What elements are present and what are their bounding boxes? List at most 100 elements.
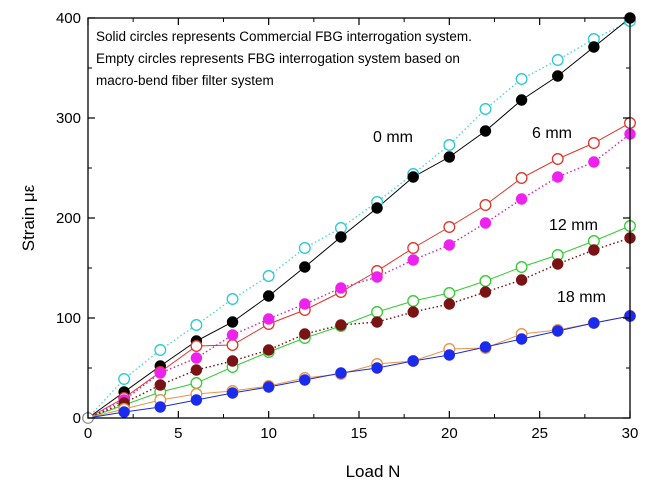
commercial-18mm-point xyxy=(226,387,239,399)
commercial-18mm-point xyxy=(118,406,130,418)
macro-bend-0mm-point xyxy=(154,344,167,356)
commercial-6mm-line xyxy=(87,133,631,419)
macro-bend-12mm-point xyxy=(479,275,492,287)
commercial-6mm-point xyxy=(154,367,166,379)
macro-bend-0mm-point xyxy=(479,103,492,115)
commercial-12mm-point xyxy=(552,258,564,270)
commercial-12mm-point xyxy=(443,298,456,310)
commercial-12mm-point xyxy=(226,355,239,367)
commercial-6mm-point xyxy=(443,239,456,251)
group-label-6mm: 6 mm xyxy=(532,125,572,142)
commercial-0mm-point xyxy=(479,125,492,137)
macro-bend-12mm-point xyxy=(371,306,384,318)
commercial-12mm-point xyxy=(262,344,275,356)
commercial-12mm-point xyxy=(588,244,600,256)
macro-bend-6mm-point xyxy=(551,153,564,165)
commercial-0mm-line xyxy=(87,17,631,419)
x-tick-label: 25 xyxy=(531,425,548,442)
macro-bend-12mm-point xyxy=(190,377,203,389)
macro-bend-6mm-point xyxy=(226,339,239,351)
commercial-6mm-point xyxy=(479,217,492,229)
commercial-0mm-point xyxy=(588,41,600,53)
x-tick-label: 10 xyxy=(260,425,277,442)
macro-bend-6mm-point xyxy=(479,199,492,211)
commercial-6mm-point xyxy=(552,171,564,183)
commercial-12mm-point xyxy=(371,316,383,328)
commercial-0mm-point xyxy=(443,151,456,163)
y-tick-label: 0 xyxy=(73,410,81,427)
annotation-line-1: Solid circles represents Commercial FBG … xyxy=(96,29,472,44)
commercial-18mm-point xyxy=(407,355,419,367)
macro-bend-0mm-point xyxy=(118,373,131,385)
macro-bend-12mm-point xyxy=(443,287,456,299)
y-axis-title: Strain με xyxy=(19,184,38,251)
x-tick-label: 30 xyxy=(622,425,639,442)
x-tick-label: 5 xyxy=(174,425,182,442)
macro-bend-12mm-line xyxy=(87,225,631,419)
commercial-0mm-point xyxy=(552,70,564,82)
macro-bend-6mm-point xyxy=(515,172,528,184)
commercial-18mm-point xyxy=(588,317,600,329)
commercial-18mm-line xyxy=(87,315,631,419)
commercial-18mm-point xyxy=(262,381,275,393)
commercial-12mm-line xyxy=(87,237,631,419)
x-tick-label: 15 xyxy=(351,425,368,442)
macro-bend-6mm-point xyxy=(407,242,420,254)
commercial-18mm-point xyxy=(443,349,456,361)
macro-bend-12mm-point xyxy=(407,295,420,307)
macro-bend-6mm-point xyxy=(443,221,456,233)
group-label-12mm: 12 mm xyxy=(549,217,598,234)
commercial-6mm-point xyxy=(190,352,203,364)
macro-bend-0mm-point xyxy=(190,319,203,331)
commercial-0mm-point xyxy=(226,316,239,328)
commercial-6mm-point xyxy=(226,329,239,341)
commercial-18mm-point xyxy=(371,362,383,374)
annotation-line-3: macro-bend fiber filter system xyxy=(96,73,274,88)
commercial-12mm-point xyxy=(335,319,347,331)
commercial-12mm-point xyxy=(407,306,419,318)
commercial-12mm-point xyxy=(515,274,528,286)
y-tick-label: 200 xyxy=(56,210,81,227)
commercial-12mm-point xyxy=(154,379,166,391)
macro-bend-18mm-line xyxy=(87,315,631,419)
commercial-12mm-point xyxy=(299,328,311,340)
x-tick-label: 0 xyxy=(84,425,92,442)
commercial-6mm-point xyxy=(371,271,383,283)
y-tick-label: 400 xyxy=(56,10,81,27)
commercial-0mm-point xyxy=(407,171,419,183)
commercial-12mm-point xyxy=(479,286,492,298)
x-tick-label: 20 xyxy=(441,425,458,442)
commercial-6mm-point xyxy=(262,313,275,325)
macro-bend-0mm-point xyxy=(298,242,311,254)
commercial-18mm-point xyxy=(335,367,347,379)
macro-bend-0mm-point xyxy=(262,270,275,282)
commercial-6mm-point xyxy=(407,254,419,266)
macro-bend-0mm-point xyxy=(551,54,564,66)
group-label-0mm: 0 mm xyxy=(373,129,413,146)
commercial-0mm-point xyxy=(299,261,311,273)
commercial-0mm-point xyxy=(371,202,383,214)
macro-bend-12mm-point xyxy=(515,261,528,273)
commercial-12mm-point xyxy=(190,364,203,376)
macro-bend-0mm-point xyxy=(515,73,528,85)
macro-bend-6mm-point xyxy=(587,137,600,149)
y-tick-label: 100 xyxy=(56,310,81,327)
commercial-0mm-point xyxy=(262,290,275,302)
commercial-6mm-point xyxy=(515,193,528,205)
commercial-18mm-point xyxy=(154,401,166,413)
commercial-6mm-point xyxy=(588,156,600,168)
macro-bend-0mm-point xyxy=(226,293,239,305)
commercial-18mm-point xyxy=(515,333,528,345)
commercial-6mm-point xyxy=(299,298,311,310)
macro-bend-0mm-line xyxy=(87,20,631,419)
annotation-line-2: Empty circles represents FBG interrogati… xyxy=(96,51,460,66)
macro-bend-6mm-point xyxy=(190,340,203,352)
commercial-18mm-point xyxy=(299,374,311,386)
commercial-6mm-point xyxy=(335,282,347,294)
group-label-18mm: 18 mm xyxy=(557,289,606,306)
commercial-18mm-point xyxy=(552,325,564,337)
y-tick-label: 300 xyxy=(56,110,81,127)
commercial-18mm-point xyxy=(479,341,492,353)
